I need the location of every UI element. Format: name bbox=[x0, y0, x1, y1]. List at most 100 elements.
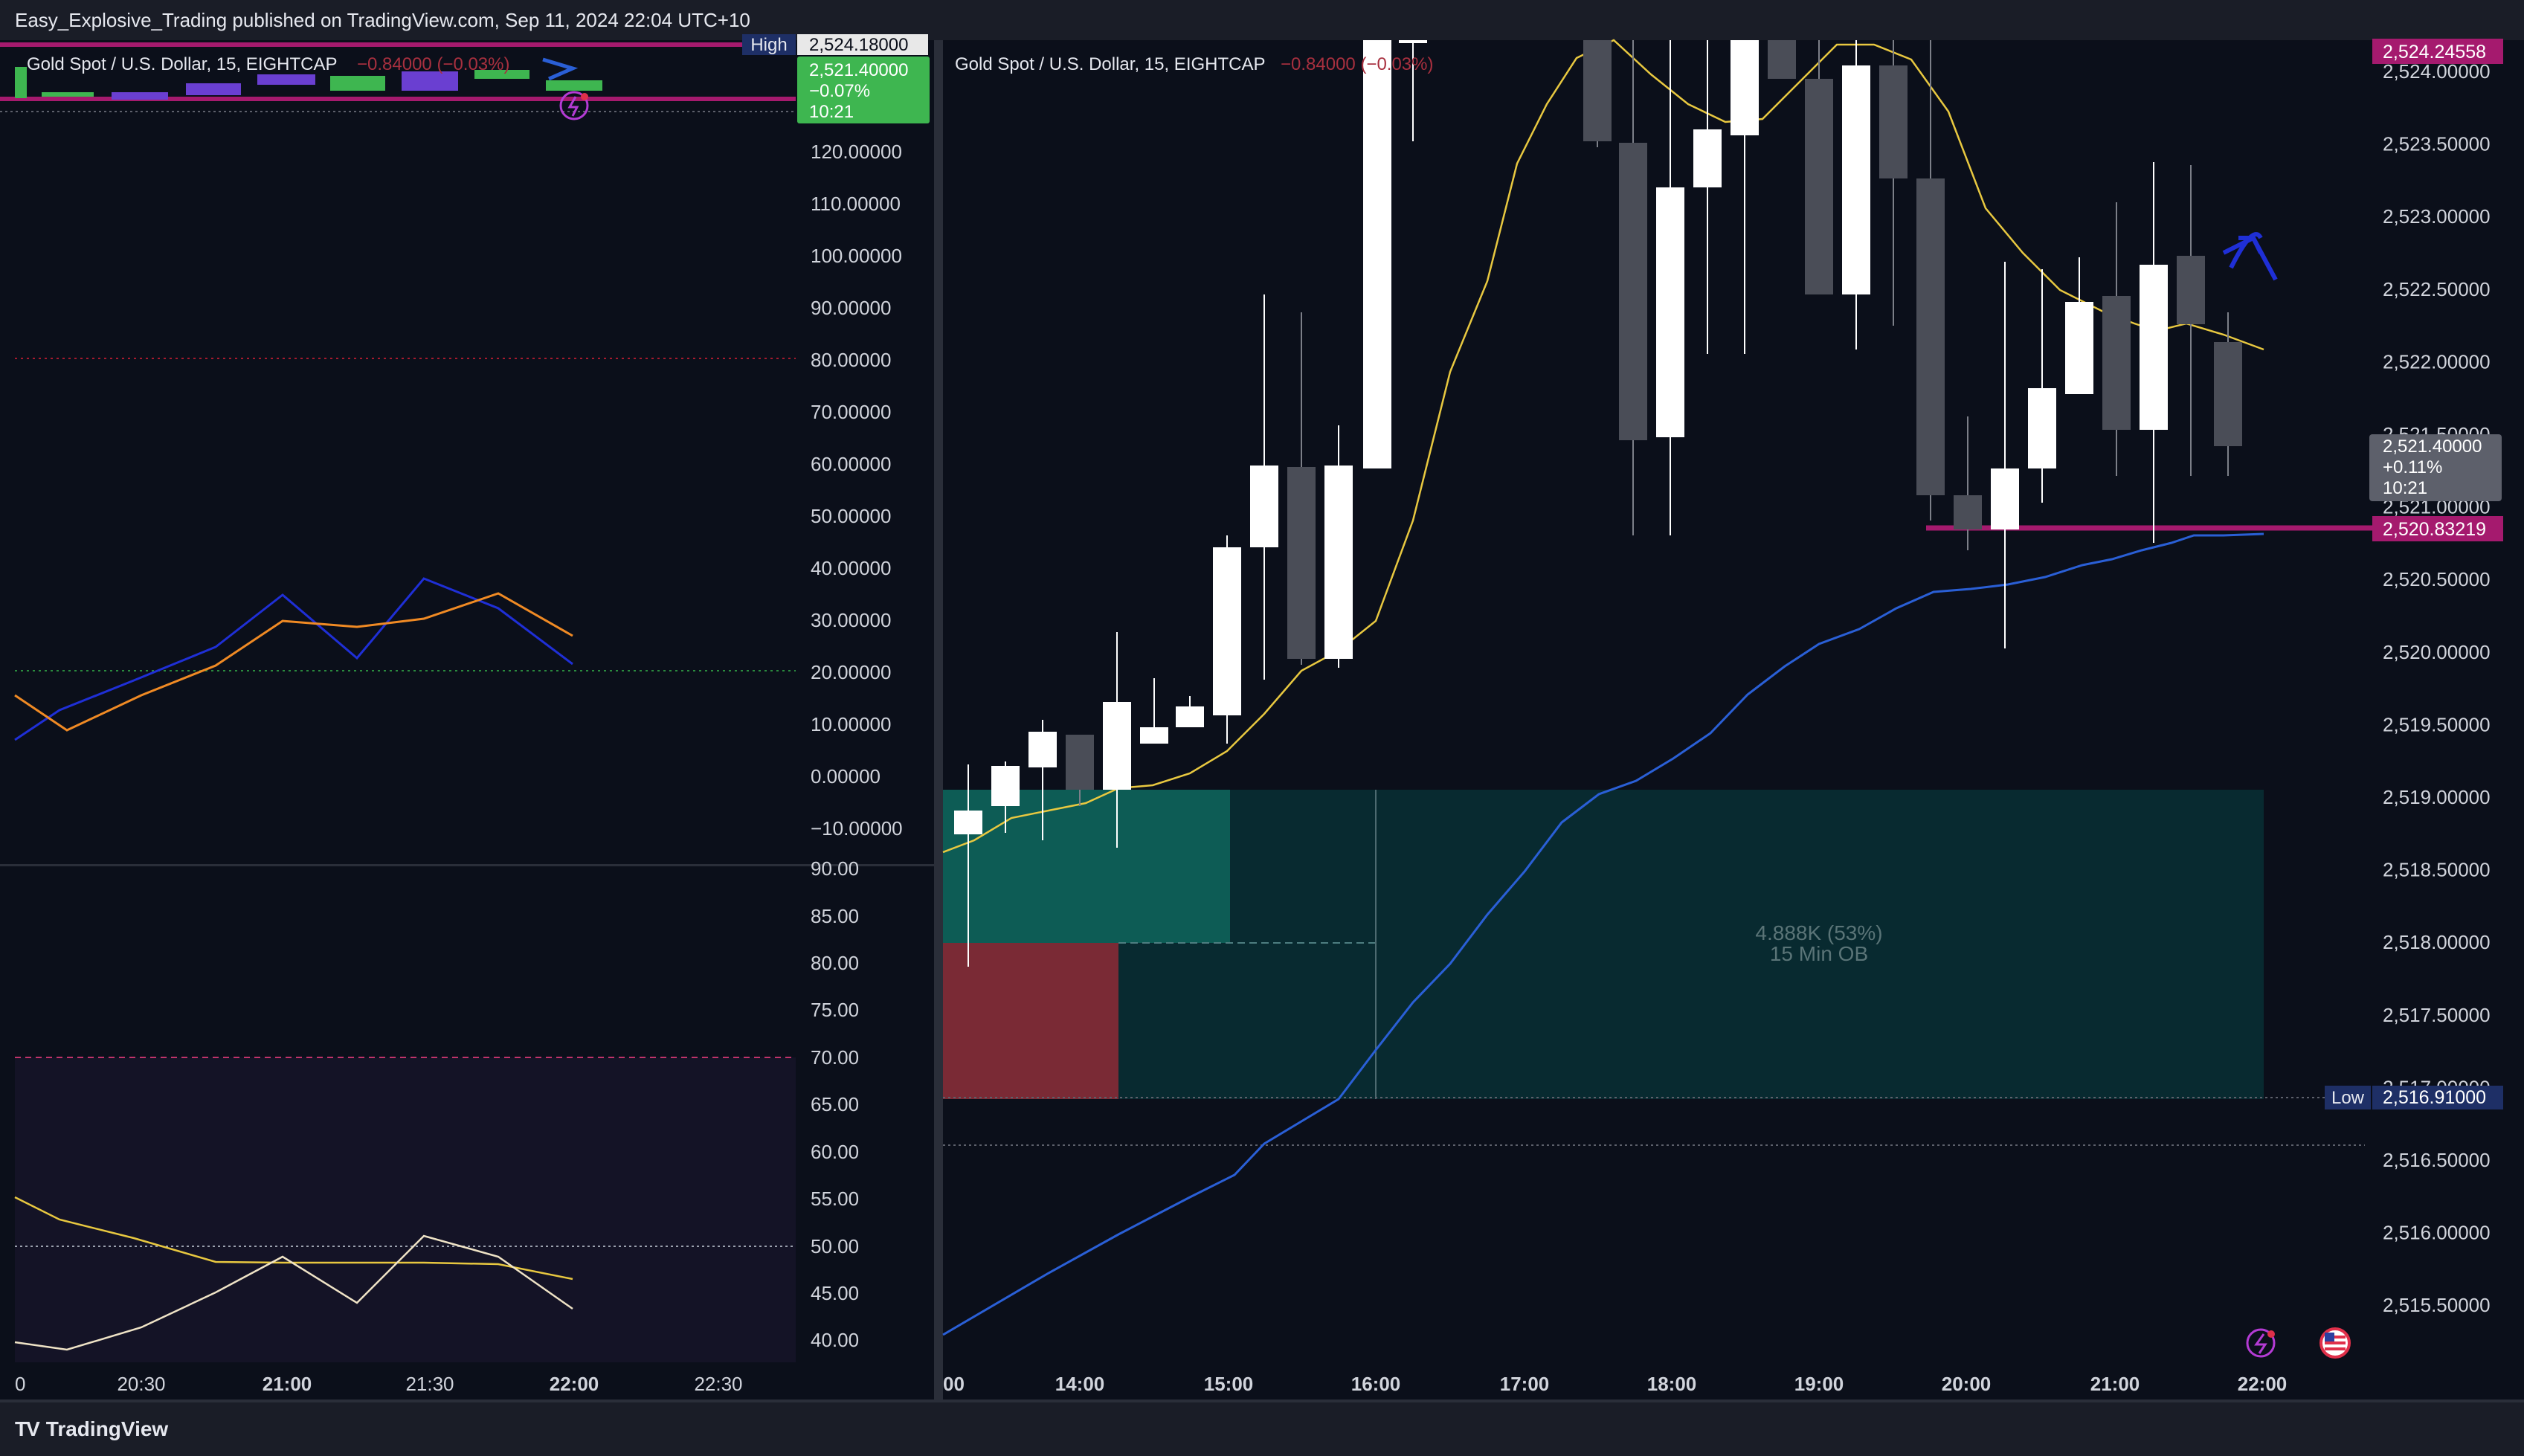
svg-text:High: High bbox=[750, 35, 787, 55]
mini-candle bbox=[474, 70, 529, 79]
svg-text:40.00000: 40.00000 bbox=[811, 557, 891, 579]
svg-text:70.00: 70.00 bbox=[811, 1046, 859, 1069]
high-value-tag bbox=[797, 34, 928, 55]
candle-body bbox=[1991, 468, 2019, 529]
candle-body bbox=[1693, 129, 1722, 187]
right-change-text: −0.84000 (−0.03%) bbox=[1281, 54, 1434, 74]
svg-text:60.00000: 60.00000 bbox=[811, 453, 891, 475]
right-price-pane[interactable]: 4.888K (53%) 15 Min OB Gold Spot / U.S. … bbox=[942, 39, 2372, 1359]
svg-text:+0.11%: +0.11% bbox=[2383, 457, 2442, 477]
candle-body bbox=[991, 766, 1020, 806]
candle-body bbox=[1583, 40, 1612, 141]
oscillator-1-axis[interactable]: 120.00000 110.00000 100.00000 90.00000 8… bbox=[811, 141, 903, 840]
rsi-band bbox=[15, 1057, 796, 1362]
low-value-tag bbox=[2372, 1086, 2503, 1109]
publisher-text: Easy_Explosive_Trading published on Trad… bbox=[15, 9, 750, 31]
candle-body bbox=[1250, 466, 1278, 547]
svg-text:20:00: 20:00 bbox=[1942, 1373, 1992, 1395]
mini-candle bbox=[112, 92, 168, 100]
mini-candle bbox=[257, 74, 315, 85]
svg-text:55.00: 55.00 bbox=[811, 1188, 859, 1210]
candle-body bbox=[2065, 302, 2093, 394]
candle-body bbox=[1656, 187, 1684, 437]
price-axis-label: 2,520.50000 bbox=[2383, 568, 2491, 590]
ob-volume-label: 4.888K (53%) bbox=[1755, 921, 1882, 944]
svg-text:00: 00 bbox=[943, 1373, 965, 1395]
bottom-divider bbox=[0, 1399, 2524, 1402]
price-axis-label: 2,519.50000 bbox=[2383, 713, 2491, 735]
svg-text:65.00: 65.00 bbox=[811, 1093, 859, 1115]
right-price-tags: 2,524.24558 2,521.40000 +0.11% 10:21 2,5… bbox=[2325, 39, 2503, 1109]
lightning-icon[interactable] bbox=[2246, 1328, 2276, 1358]
svg-text:60.00: 60.00 bbox=[811, 1141, 859, 1163]
candle-body bbox=[1028, 732, 1057, 767]
svg-text:85.00: 85.00 bbox=[811, 905, 859, 927]
svg-text:0: 0 bbox=[15, 1373, 25, 1395]
publisher-bar: Easy_Explosive_Trading published on Trad… bbox=[0, 0, 2524, 40]
us-flag-icon[interactable] bbox=[2319, 1327, 2351, 1359]
candle-body bbox=[2102, 296, 2131, 430]
candle-body bbox=[1842, 65, 1870, 294]
svg-text:15:00: 15:00 bbox=[1204, 1373, 1254, 1395]
svg-text:2,524.18000: 2,524.18000 bbox=[809, 35, 908, 55]
svg-text:14:00: 14:00 bbox=[1055, 1373, 1105, 1395]
candle-body bbox=[1399, 40, 1427, 43]
rsi-line bbox=[14, 1234, 573, 1351]
svg-text:90.00: 90.00 bbox=[811, 857, 859, 880]
order-block-green bbox=[943, 790, 1230, 943]
svg-text:−0.07%: −0.07% bbox=[809, 81, 870, 101]
svg-text:80.00000: 80.00000 bbox=[811, 349, 891, 371]
svg-text:2,520.83219: 2,520.83219 bbox=[2383, 519, 2486, 540]
svg-text:120.00000: 120.00000 bbox=[811, 141, 902, 163]
pane-divider-vertical[interactable] bbox=[934, 40, 943, 1402]
candle-body bbox=[1879, 65, 1908, 178]
candle-body bbox=[1363, 40, 1391, 468]
candle-body bbox=[1213, 547, 1241, 715]
svg-text:22:00: 22:00 bbox=[550, 1373, 599, 1395]
svg-text:90.00000: 90.00000 bbox=[811, 297, 891, 319]
mini-candle bbox=[186, 83, 241, 95]
tradingview-logo[interactable]: ⁠TV TradingView bbox=[15, 1417, 169, 1440]
candle-body bbox=[2177, 256, 2205, 324]
svg-text:21:00: 21:00 bbox=[2090, 1373, 2140, 1395]
svg-text:17:00: 17:00 bbox=[1500, 1373, 1550, 1395]
mini-candle bbox=[42, 92, 94, 97]
right-time-axis[interactable]: 00 14:00 15:00 16:00 17:00 18:00 19:00 2… bbox=[943, 1373, 2287, 1395]
svg-text:10.00000: 10.00000 bbox=[811, 713, 891, 735]
candle-body bbox=[1916, 178, 1945, 495]
svg-text:75.00: 75.00 bbox=[811, 999, 859, 1021]
left-time-axis[interactable]: 0 20:30 21:00 21:30 22:00 22:30 bbox=[15, 1373, 743, 1395]
left-oscillator-2[interactable]: 90.00 85.00 80.00 75.00 70.00 65.00 60.0… bbox=[14, 857, 859, 1362]
last-price-tag bbox=[797, 57, 930, 123]
price-axis-label: 2,518.00000 bbox=[2383, 931, 2491, 953]
svg-text:2,524.24558: 2,524.24558 bbox=[2383, 42, 2486, 62]
left-price-pane[interactable]: Gold Spot / U.S. Dollar, 15, EIGHTCAP −0… bbox=[0, 34, 930, 123]
svg-text:21:30: 21:30 bbox=[405, 1373, 454, 1395]
svg-text:45.00: 45.00 bbox=[811, 1282, 859, 1304]
candle-body bbox=[1805, 79, 1833, 294]
right-price-axis[interactable]: 2,524.000002,523.500002,523.000002,522.5… bbox=[2383, 60, 2491, 1316]
pane-divider-horizontal[interactable] bbox=[0, 864, 934, 866]
price-axis-label: 2,516.50000 bbox=[2383, 1149, 2491, 1171]
candle-body bbox=[1103, 702, 1131, 790]
mini-candle bbox=[15, 67, 27, 98]
candles-group[interactable] bbox=[954, 40, 2242, 967]
price-axis-label: 2,520.00000 bbox=[2383, 641, 2491, 663]
lightning-icon[interactable] bbox=[559, 91, 589, 120]
mini-candle bbox=[546, 80, 602, 91]
low-tag bbox=[2325, 1086, 2371, 1109]
svg-text:30.00000: 30.00000 bbox=[811, 609, 891, 631]
svg-text:2,521.40000: 2,521.40000 bbox=[2383, 437, 2482, 457]
left-oscillator-1[interactable]: 120.00000 110.00000 100.00000 90.00000 8… bbox=[14, 141, 903, 840]
candle-body bbox=[1619, 143, 1647, 440]
oscillator-2-axis[interactable]: 90.00 85.00 80.00 75.00 70.00 65.00 60.0… bbox=[811, 857, 859, 1351]
svg-text:80.00: 80.00 bbox=[811, 952, 859, 974]
candle-body bbox=[1324, 466, 1353, 659]
candle-body bbox=[2028, 388, 2056, 468]
candle-body bbox=[1768, 40, 1796, 79]
candle-body bbox=[1140, 727, 1168, 744]
price-axis-label: 2,523.50000 bbox=[2383, 133, 2491, 155]
candle-body bbox=[954, 811, 982, 834]
svg-text:10:21: 10:21 bbox=[809, 102, 854, 122]
